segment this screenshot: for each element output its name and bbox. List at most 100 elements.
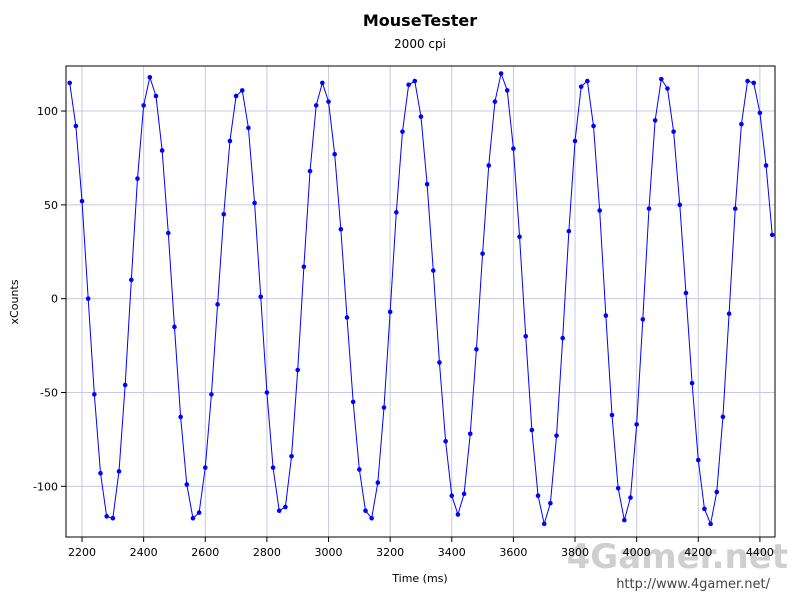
data-point bbox=[332, 151, 337, 157]
data-point bbox=[307, 168, 313, 174]
data-point bbox=[732, 206, 738, 211]
x-tick-label: 3200 bbox=[376, 546, 404, 559]
data-point bbox=[357, 467, 362, 472]
data-point bbox=[449, 493, 455, 499]
data-point bbox=[769, 232, 775, 238]
y-axis-label: xCounts bbox=[8, 279, 21, 324]
data-point bbox=[258, 294, 264, 300]
data-point bbox=[104, 514, 109, 519]
data-point bbox=[141, 103, 146, 108]
x-tick-label: 3000 bbox=[315, 546, 343, 559]
data-point bbox=[412, 78, 418, 84]
watermark-url: http://www.4gamer.net/ bbox=[616, 577, 770, 592]
data-point bbox=[190, 515, 196, 521]
x-tick-label: 2600 bbox=[191, 546, 219, 559]
data-point bbox=[739, 121, 744, 127]
data-point bbox=[239, 88, 245, 93]
data-point bbox=[110, 515, 116, 521]
data-point bbox=[153, 93, 159, 99]
data-point bbox=[689, 380, 695, 386]
x-tick-label: 3800 bbox=[561, 546, 589, 559]
data-point bbox=[369, 515, 374, 521]
data-point bbox=[578, 84, 584, 89]
data-point bbox=[652, 118, 658, 123]
data-point bbox=[726, 311, 732, 316]
data-point bbox=[406, 82, 411, 88]
data-point bbox=[443, 438, 448, 444]
data-point bbox=[615, 485, 621, 491]
data-point bbox=[363, 508, 368, 514]
data-point bbox=[116, 469, 122, 474]
data-point bbox=[159, 148, 165, 153]
data-point bbox=[215, 302, 220, 307]
x-axis-label: Time (ms) bbox=[391, 572, 447, 585]
data-point bbox=[424, 181, 430, 187]
data-point bbox=[467, 431, 473, 437]
data-point bbox=[504, 88, 510, 93]
data-point bbox=[178, 414, 183, 420]
data-point bbox=[338, 226, 344, 232]
data-point bbox=[541, 521, 547, 527]
data-point bbox=[147, 74, 153, 80]
x-tick-label: 4200 bbox=[684, 546, 712, 559]
data-point bbox=[129, 277, 134, 283]
data-point bbox=[628, 495, 633, 500]
data-point bbox=[486, 163, 492, 168]
data-point bbox=[695, 457, 701, 463]
data-point bbox=[751, 80, 757, 86]
data-point bbox=[375, 480, 381, 485]
data-point bbox=[326, 99, 331, 104]
data-point bbox=[665, 86, 670, 91]
data-point bbox=[270, 465, 276, 470]
data-point bbox=[400, 129, 405, 134]
y-tick-label: -50 bbox=[40, 387, 58, 400]
data-point bbox=[283, 504, 288, 510]
data-point bbox=[554, 433, 559, 438]
data-point bbox=[344, 315, 350, 320]
data-point bbox=[480, 251, 485, 256]
data-point bbox=[714, 489, 720, 495]
data-point bbox=[233, 93, 239, 99]
data-point bbox=[264, 390, 270, 395]
data-point bbox=[560, 335, 566, 341]
data-point bbox=[461, 491, 467, 497]
data-point bbox=[671, 129, 676, 134]
y-tick-label: 100 bbox=[37, 105, 58, 118]
data-point bbox=[320, 80, 325, 86]
data-point bbox=[585, 78, 590, 84]
data-point bbox=[745, 78, 750, 84]
data-point bbox=[646, 206, 652, 211]
x-tick-label: 2800 bbox=[253, 546, 281, 559]
x-tick-label: 2200 bbox=[68, 546, 96, 559]
data-point bbox=[85, 296, 91, 301]
data-point bbox=[122, 382, 128, 388]
y-tick-label: -100 bbox=[33, 480, 58, 493]
data-point bbox=[394, 210, 399, 215]
data-point bbox=[418, 114, 424, 119]
data-point bbox=[437, 360, 442, 365]
data-point bbox=[92, 392, 97, 397]
data-point bbox=[763, 163, 769, 168]
data-point bbox=[603, 313, 609, 318]
data-point bbox=[498, 71, 504, 76]
data-point bbox=[79, 198, 85, 204]
watermark: 4Gamer.net bbox=[567, 537, 788, 577]
data-point bbox=[591, 123, 596, 129]
x-tick-label: 4400 bbox=[746, 546, 774, 559]
data-point bbox=[720, 414, 726, 420]
data-point bbox=[529, 427, 535, 433]
data-point bbox=[455, 512, 461, 517]
data-point bbox=[659, 76, 664, 82]
data-point bbox=[209, 392, 214, 397]
data-point bbox=[295, 367, 301, 373]
data-point bbox=[98, 470, 103, 476]
data-point bbox=[73, 123, 79, 129]
data-point bbox=[252, 200, 257, 206]
data-point bbox=[609, 412, 615, 418]
data-point bbox=[548, 500, 553, 506]
x-tick-label: 3600 bbox=[499, 546, 527, 559]
data-point bbox=[289, 454, 294, 459]
plot-frame bbox=[65, 65, 776, 538]
data-point bbox=[640, 317, 646, 322]
